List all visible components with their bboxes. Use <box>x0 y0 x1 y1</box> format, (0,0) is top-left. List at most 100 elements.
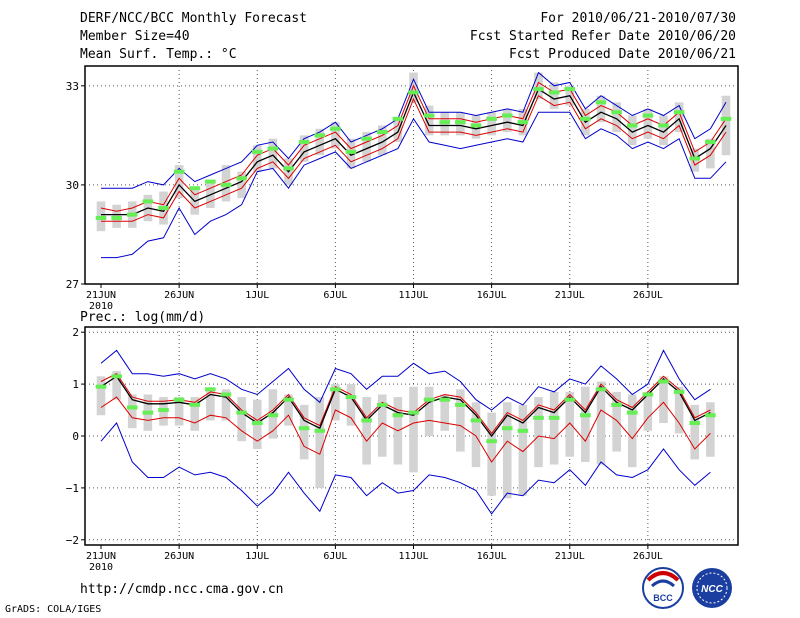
x-tick-label: 6JUL <box>323 290 347 301</box>
median-marker <box>439 397 451 402</box>
spread-box <box>659 376 668 424</box>
spread-box <box>440 394 450 431</box>
x-tick-label: 6JUL <box>323 551 347 562</box>
spread-box <box>502 402 512 499</box>
source-url[interactable]: http://cmdp.ncc.cma.gov.cn <box>80 582 284 597</box>
spread-box <box>190 397 200 431</box>
median-marker <box>455 120 466 125</box>
spread-box <box>549 391 559 465</box>
median-marker <box>345 149 357 154</box>
spread-box <box>127 394 137 429</box>
median-marker <box>705 139 716 144</box>
median-marker <box>205 179 216 184</box>
median-marker <box>423 397 435 402</box>
median-marker <box>408 410 419 415</box>
bcc-logo: BCC <box>642 567 684 609</box>
median-marker <box>689 421 701 426</box>
spread-box <box>112 371 121 400</box>
y-tick-label: 30 <box>66 179 79 192</box>
x-tick-label: 26JUL <box>633 290 663 301</box>
x-tick-label: 11JUL <box>398 290 428 301</box>
median-marker <box>298 139 310 144</box>
median-marker <box>95 384 107 389</box>
median-marker <box>626 123 638 128</box>
median-marker <box>642 392 654 397</box>
spread-box <box>612 391 621 452</box>
median-marker <box>486 116 497 121</box>
median-marker <box>595 100 607 105</box>
outer-upper-line <box>101 71 727 189</box>
x-year-label: 2010 <box>89 301 113 312</box>
spread-box <box>706 138 715 169</box>
median-marker <box>439 120 451 125</box>
spread-box <box>565 391 575 457</box>
spread-box <box>206 389 215 421</box>
spread-box <box>362 397 371 465</box>
inner-lower-line <box>100 396 711 463</box>
spread-box <box>299 404 309 460</box>
median-marker <box>361 418 372 423</box>
spread-box <box>627 115 637 146</box>
spread-box <box>581 386 590 462</box>
median-marker <box>689 156 701 161</box>
median-marker <box>501 113 513 118</box>
median-marker <box>658 379 669 384</box>
median-marker <box>470 123 482 128</box>
median-marker <box>298 426 310 431</box>
spread-box <box>284 394 293 426</box>
fcst-produced-date: Fcst Produced Date 2010/06/21 <box>509 47 736 62</box>
y-tick-label: −1 <box>66 482 79 495</box>
spread-box <box>221 389 231 421</box>
median-marker <box>564 87 576 92</box>
spread-box <box>612 102 621 133</box>
spread-box <box>627 394 637 468</box>
median-marker <box>642 113 654 118</box>
median-marker <box>283 397 294 402</box>
spread-box <box>331 384 340 421</box>
median-marker <box>267 146 279 151</box>
x-tick-label: 26JUN <box>164 551 194 562</box>
spread-box <box>331 122 340 149</box>
median-marker <box>658 123 669 128</box>
median-marker <box>236 176 247 181</box>
x-tick-label: 21JUL <box>555 551 585 562</box>
spread-box <box>424 386 434 436</box>
spread-box <box>456 389 465 452</box>
median-marker <box>673 110 685 115</box>
median-marker <box>142 410 154 415</box>
median-marker <box>501 426 513 431</box>
y-tick-label: 0 <box>72 430 79 443</box>
median-marker <box>517 120 529 125</box>
y-tick-label: 27 <box>66 278 79 291</box>
spread-box <box>721 95 731 156</box>
chart-title: DERF/NCC/BCC Monthly Forecast <box>80 11 307 26</box>
median-marker <box>220 392 232 397</box>
ensemble-mean-line <box>100 375 711 438</box>
median-marker <box>611 402 622 407</box>
median-marker <box>314 428 326 433</box>
median-marker <box>486 439 497 444</box>
inner-upper-line <box>100 81 727 212</box>
spread-box <box>596 95 606 123</box>
y-tick-label: 2 <box>72 326 79 339</box>
median-marker <box>251 149 263 154</box>
outer-lower-line <box>100 422 711 515</box>
median-marker <box>158 206 169 211</box>
member-size-label: Member Size=40 <box>80 29 190 44</box>
ncc-logo: NCC <box>692 568 732 608</box>
median-marker <box>595 387 607 392</box>
spread-box <box>674 102 684 133</box>
spread-box <box>659 115 668 146</box>
median-marker <box>283 166 294 171</box>
median-marker <box>111 374 122 379</box>
spread-box <box>643 108 653 139</box>
x-tick-label: 26JUL <box>633 551 663 562</box>
ncc-logo-text: NCC <box>701 584 723 595</box>
median-marker <box>673 389 685 394</box>
median-marker <box>376 130 388 135</box>
grads-credit: GrADS: COLA/IGES <box>5 604 102 615</box>
median-marker <box>408 90 419 95</box>
median-marker <box>564 397 576 402</box>
